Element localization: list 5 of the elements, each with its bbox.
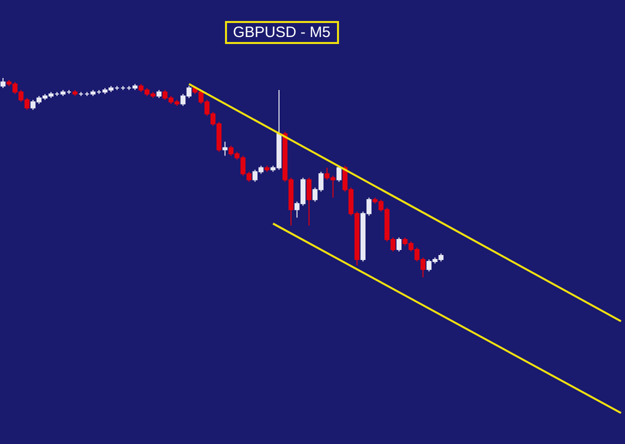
candlestick [306, 177, 312, 226]
candlestick [0, 78, 6, 88]
chart-title: GBPUSD - M5 [225, 21, 339, 44]
candlestick [222, 141, 228, 156]
candlestick [396, 237, 402, 252]
